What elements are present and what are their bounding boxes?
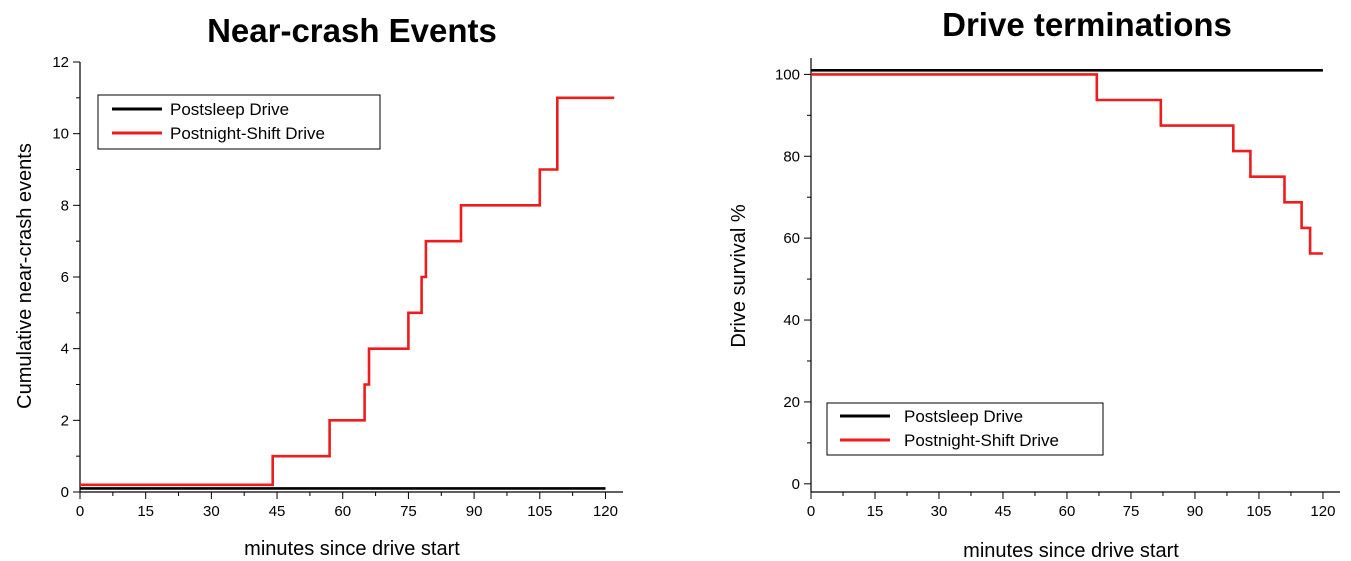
x-tick-label: 45 <box>269 503 286 520</box>
series-line-postnight-shift <box>80 96 615 487</box>
x-axis-label: minutes since drive start <box>963 540 1179 561</box>
x-tick-label: 0 <box>807 503 815 520</box>
x-tick-label: 45 <box>995 503 1012 520</box>
x-tick-label: 120 <box>593 503 618 520</box>
chart-title: Drive terminations <box>942 6 1232 43</box>
x-tick-label: 75 <box>1123 503 1140 520</box>
y-tick-label: 12 <box>52 54 69 71</box>
x-tick-label: 15 <box>137 503 154 520</box>
legend-label-postnight: Postnight-Shift Drive <box>170 124 325 143</box>
y-tick-label: 2 <box>61 412 69 429</box>
legend: Postsleep Drive Postnight-Shift Drive <box>826 402 1104 456</box>
x-tick-label: 90 <box>466 503 483 520</box>
drive-terminations-chart: Drive terminations 0 15 30 45 60 75 90 105 120 0 2… <box>728 6 1340 561</box>
y-tick-label: 0 <box>792 476 800 493</box>
plot-area: 0 15 30 45 60 75 90 105 120 0 20 40 60 80 100 <box>775 58 1340 520</box>
x-tick-label: 0 <box>76 503 84 520</box>
x-tick-label: 105 <box>527 503 552 520</box>
x-axis-label: minutes since drive start <box>244 538 460 560</box>
y-tick-label: 20 <box>783 394 800 411</box>
legend-label-postsleep: Postsleep Drive <box>904 407 1023 426</box>
x-tick-label: 15 <box>867 503 884 520</box>
x-tick-label: 90 <box>1187 503 1204 520</box>
chart-title: Near-crash Events <box>207 12 497 49</box>
y-tick-label: 0 <box>61 484 69 501</box>
plot-area: 0 15 30 45 60 75 90 105 120 0 2 4 6 8 10 12 <box>52 54 623 520</box>
legend-label-postnight: Postnight-Shift Drive <box>904 431 1059 450</box>
series-line-postnight-shift <box>811 73 1323 255</box>
x-tick-label: 30 <box>203 503 220 520</box>
x-tick-label: 105 <box>1246 503 1271 520</box>
x-tick-label: 75 <box>400 503 417 520</box>
x-tick-label: 30 <box>931 503 948 520</box>
x-tick-label: 60 <box>1059 503 1076 520</box>
y-tick-label: 4 <box>61 341 69 358</box>
y-axis-label: Cumulative near-crash events <box>14 143 36 409</box>
legend-box <box>826 402 1104 456</box>
near-crash-chart: Near-crash Events 0 15 30 45 60 75 90 105 120 0 2 4… <box>14 12 623 560</box>
legend: Postsleep Drive Postnight-Shift Drive <box>97 94 381 150</box>
y-tick-label: 8 <box>61 197 69 214</box>
y-tick-label: 100 <box>775 66 800 83</box>
y-tick-label: 60 <box>783 230 800 247</box>
y-tick-label: 40 <box>783 312 800 329</box>
y-tick-label: 80 <box>783 148 800 165</box>
y-tick-label: 6 <box>61 269 69 286</box>
y-tick-label: 10 <box>52 126 69 143</box>
y-axis-label: Drive survival % <box>728 204 750 348</box>
x-tick-label: 60 <box>334 503 351 520</box>
legend-label-postsleep: Postsleep Drive <box>170 100 289 119</box>
x-tick-label: 120 <box>1310 503 1335 520</box>
legend-box <box>97 94 381 150</box>
